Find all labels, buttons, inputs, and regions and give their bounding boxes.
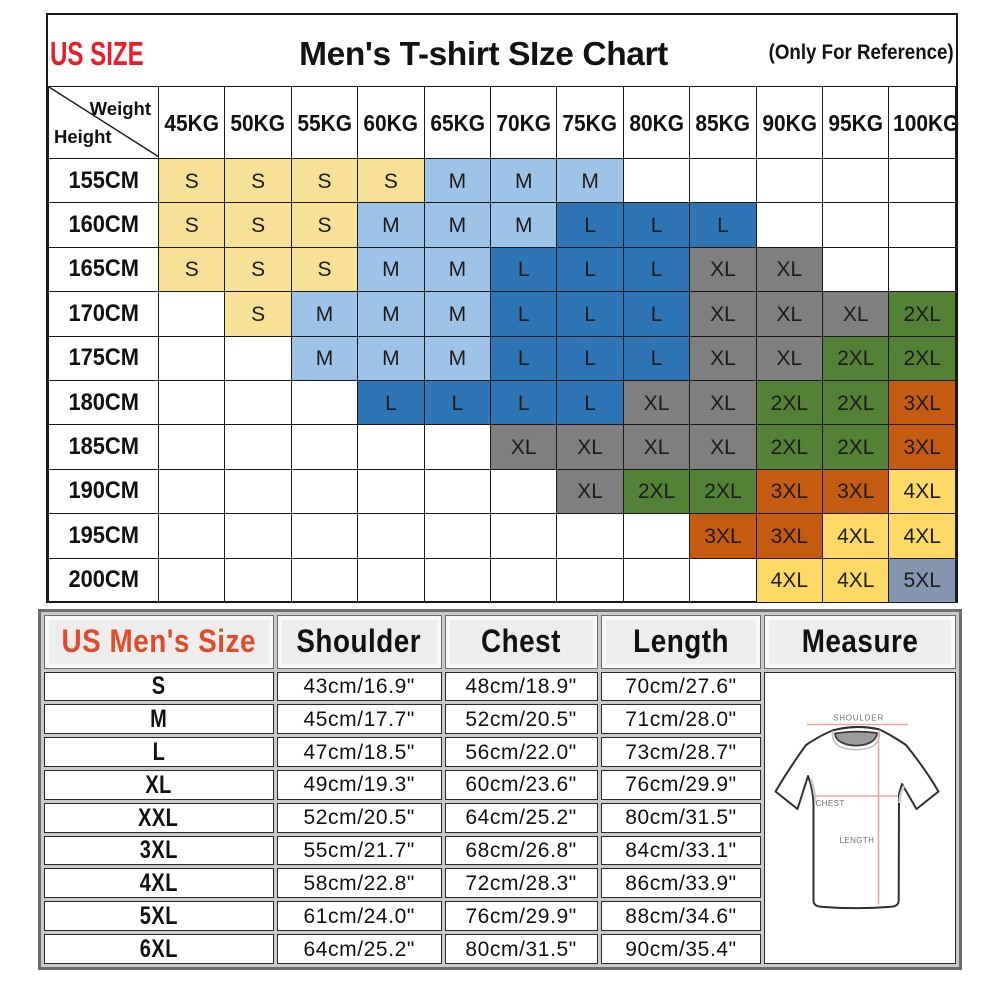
svg-text:SHOULDER: SHOULDER [834, 713, 885, 722]
svg-text:LENGTH: LENGTH [840, 836, 875, 845]
svg-text:CHEST: CHEST [816, 799, 845, 808]
